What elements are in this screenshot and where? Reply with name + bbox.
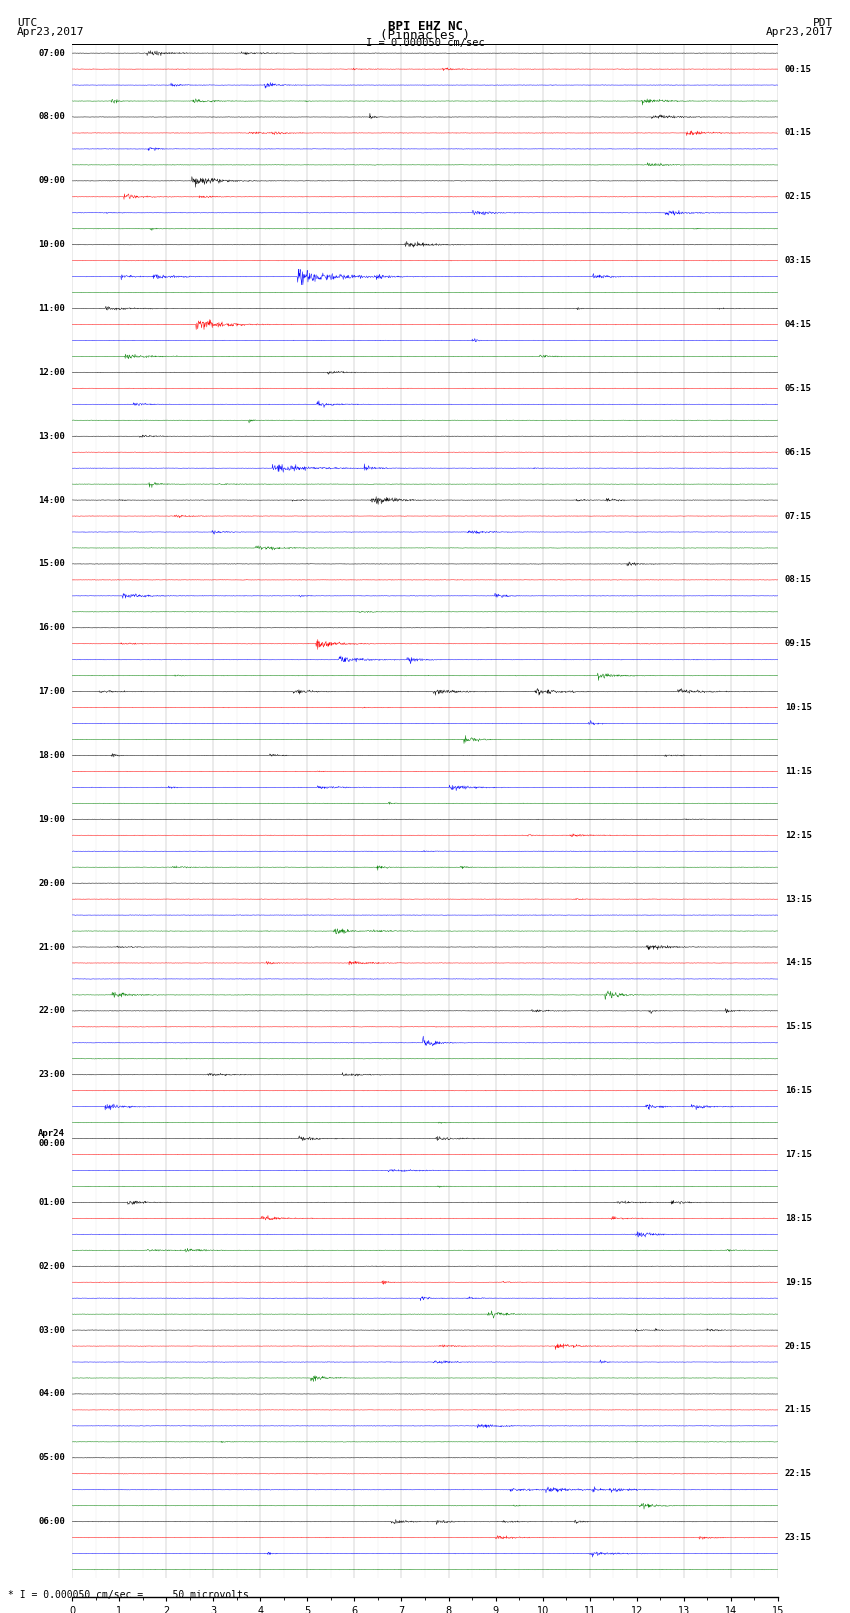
- Text: Apr23,2017: Apr23,2017: [17, 26, 84, 37]
- Text: 20:15: 20:15: [785, 1342, 812, 1350]
- Text: 10:15: 10:15: [785, 703, 812, 711]
- Text: 03:15: 03:15: [785, 256, 812, 265]
- Text: 12:00: 12:00: [38, 368, 65, 377]
- Text: 10:00: 10:00: [38, 240, 65, 248]
- Text: 11:15: 11:15: [785, 766, 812, 776]
- Text: 16:00: 16:00: [38, 623, 65, 632]
- Text: 02:15: 02:15: [785, 192, 812, 202]
- Text: 11:00: 11:00: [38, 303, 65, 313]
- Text: 19:15: 19:15: [785, 1277, 812, 1287]
- Text: UTC: UTC: [17, 18, 37, 27]
- Text: 14:15: 14:15: [785, 958, 812, 968]
- Text: 12:15: 12:15: [785, 831, 812, 840]
- Text: 06:15: 06:15: [785, 448, 812, 456]
- Text: 17:00: 17:00: [38, 687, 65, 697]
- Text: Apr23,2017: Apr23,2017: [766, 26, 833, 37]
- Text: 05:00: 05:00: [38, 1453, 65, 1463]
- Text: 08:00: 08:00: [38, 113, 65, 121]
- Text: 17:15: 17:15: [785, 1150, 812, 1160]
- Text: 22:00: 22:00: [38, 1007, 65, 1015]
- Text: 04:00: 04:00: [38, 1389, 65, 1398]
- Text: 06:00: 06:00: [38, 1518, 65, 1526]
- Text: 21:00: 21:00: [38, 942, 65, 952]
- Text: 19:00: 19:00: [38, 815, 65, 824]
- Text: 07:15: 07:15: [785, 511, 812, 521]
- Text: 13:15: 13:15: [785, 895, 812, 903]
- Text: 03:00: 03:00: [38, 1326, 65, 1334]
- Text: 14:00: 14:00: [38, 495, 65, 505]
- Text: 09:00: 09:00: [38, 176, 65, 185]
- Text: (Pinnacles ): (Pinnacles ): [380, 29, 470, 42]
- Text: BPI EHZ NC: BPI EHZ NC: [388, 19, 462, 34]
- Text: * I = 0.000050 cm/sec =     50 microvolts: * I = 0.000050 cm/sec = 50 microvolts: [8, 1590, 249, 1600]
- Text: 04:15: 04:15: [785, 319, 812, 329]
- Text: 22:15: 22:15: [785, 1469, 812, 1478]
- Text: 08:15: 08:15: [785, 576, 812, 584]
- Text: 20:00: 20:00: [38, 879, 65, 887]
- Text: 05:15: 05:15: [785, 384, 812, 394]
- Text: 02:00: 02:00: [38, 1261, 65, 1271]
- Text: 15:00: 15:00: [38, 560, 65, 568]
- Text: Apr24
00:00: Apr24 00:00: [38, 1129, 65, 1148]
- Text: 01:15: 01:15: [785, 129, 812, 137]
- Text: 21:15: 21:15: [785, 1405, 812, 1415]
- Text: 16:15: 16:15: [785, 1086, 812, 1095]
- Text: 23:00: 23:00: [38, 1069, 65, 1079]
- Text: 09:15: 09:15: [785, 639, 812, 648]
- Text: 23:15: 23:15: [785, 1532, 812, 1542]
- Text: 15:15: 15:15: [785, 1023, 812, 1031]
- Text: I = 0.000050 cm/sec: I = 0.000050 cm/sec: [366, 37, 484, 48]
- Text: 07:00: 07:00: [38, 48, 65, 58]
- Text: 01:00: 01:00: [38, 1198, 65, 1207]
- Text: 00:15: 00:15: [785, 65, 812, 74]
- Text: 18:15: 18:15: [785, 1215, 812, 1223]
- Text: 13:00: 13:00: [38, 432, 65, 440]
- Text: PDT: PDT: [813, 18, 833, 27]
- Text: 18:00: 18:00: [38, 752, 65, 760]
